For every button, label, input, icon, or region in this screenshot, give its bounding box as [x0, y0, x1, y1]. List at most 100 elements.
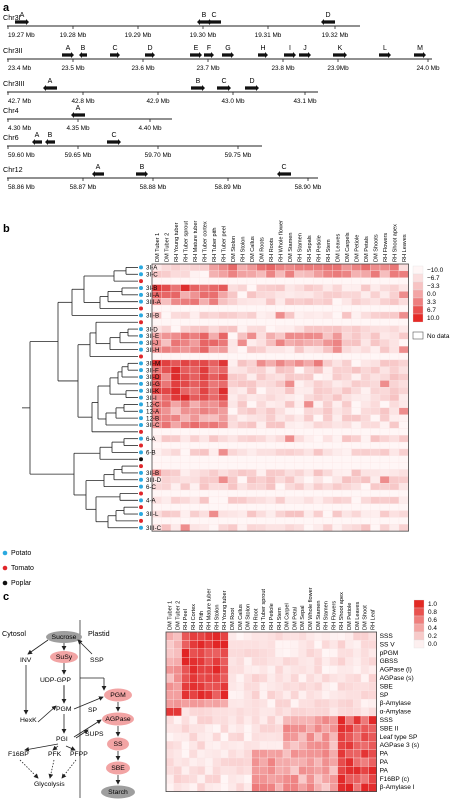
- heatmap-cell: [265, 373, 276, 381]
- udp-gpp-label: UDP-GPP: [40, 677, 71, 684]
- row-label: 3II-I: [146, 395, 157, 402]
- heatmap-cell: [313, 380, 324, 388]
- heatmap-cell: [353, 715, 362, 725]
- row-label: SSS: [380, 633, 394, 640]
- heatmap-cell: [398, 380, 409, 388]
- heatmap-cell: [256, 284, 267, 292]
- scale-label: 0.0: [428, 641, 437, 648]
- heatmap-cell: [204, 631, 213, 641]
- heatmap-cell: [303, 352, 314, 361]
- heatmap-cell: [228, 757, 237, 767]
- heatmap-cell: [275, 393, 286, 402]
- heatmap-cell: [379, 304, 390, 313]
- heatmap-cell: [389, 325, 400, 333]
- heatmap-cell: [284, 325, 295, 333]
- heatmap-cell: [189, 483, 200, 491]
- heatmap-cell: [237, 373, 248, 381]
- heatmap-cell: [181, 774, 190, 784]
- heatmap-cell: [306, 699, 315, 708]
- heatmap-cell: [313, 435, 324, 443]
- heatmap-cell: [398, 524, 409, 532]
- heatmap-cell: [251, 640, 260, 649]
- heatmap-cell: [398, 291, 409, 299]
- heatmap-cell: [208, 469, 219, 477]
- heatmap-cell: [314, 657, 323, 666]
- heatmap-cell: [370, 325, 381, 333]
- heatmap-cell: [170, 332, 181, 340]
- heatmap-cell: [267, 715, 276, 725]
- heatmap-cell: [321, 665, 330, 675]
- heatmap-cell: [208, 339, 219, 347]
- heatmap-cell: [360, 270, 371, 278]
- chromosome-label: Chr12: [3, 165, 23, 174]
- heatmap-cell: [332, 393, 343, 402]
- heatmap-cell: [282, 741, 291, 750]
- heatmap-cell: [228, 631, 237, 641]
- heatmap-cell: [284, 346, 295, 354]
- heatmap-cell: [208, 441, 219, 450]
- heatmap-cell: [345, 715, 354, 725]
- heatmap-cell: [208, 496, 219, 504]
- row-label: α-Amylase: [380, 709, 412, 716]
- heatmap-cell: [290, 648, 299, 658]
- heatmap-cell: [256, 428, 267, 436]
- heatmap-cell: [303, 421, 314, 429]
- heatmap-cell: [265, 263, 276, 271]
- heatmap-cell: [379, 400, 390, 408]
- heatmap-cell: [370, 517, 381, 525]
- heatmap-cell: [197, 783, 206, 792]
- heatmap-cell: [360, 352, 371, 361]
- species-dot: [139, 505, 143, 510]
- heatmap-cell: [256, 448, 267, 456]
- scale-label: 10.0: [427, 315, 440, 322]
- gene-arrow: [197, 19, 211, 25]
- heatmap-cell: [341, 510, 352, 518]
- species-dot: [139, 457, 143, 462]
- heatmap-cell: [237, 346, 248, 354]
- heatmap-cell: [360, 489, 371, 498]
- row-label: 12-C: [146, 402, 160, 409]
- column-label: RH Shoot apex: [392, 224, 398, 262]
- heatmap-cell: [294, 277, 305, 285]
- heatmap-cell: [303, 304, 314, 313]
- tick-label: 4.40 Mb: [138, 125, 162, 132]
- heatmap-cell: [228, 741, 237, 750]
- heatmap-cell: [246, 332, 257, 340]
- heatmap-cell: [360, 631, 369, 641]
- heatmap-cell: [332, 524, 343, 532]
- heatmap-cell: [228, 673, 237, 683]
- heatmap-cell: [265, 332, 276, 340]
- heatmap-cell: [170, 469, 181, 477]
- heatmap-cell: [294, 359, 305, 367]
- heatmap-cell: [351, 373, 362, 381]
- row-label: 3II-M: [146, 361, 160, 368]
- scale-swatch: [412, 273, 424, 283]
- heatmap-cell: [314, 707, 323, 717]
- heatmap-cell: [303, 441, 314, 450]
- heatmap-cell: [170, 359, 181, 367]
- heatmap-cell: [379, 510, 390, 518]
- species-legend-dot: [2, 565, 8, 571]
- heatmap-cell: [197, 673, 206, 683]
- heatmap-cell: [329, 732, 338, 742]
- heatmap-cell: [313, 304, 324, 313]
- heatmap-cell: [379, 489, 390, 498]
- heatmap-cell: [360, 732, 369, 742]
- heatmap-cell: [243, 741, 252, 750]
- heatmap-cell: [189, 476, 200, 484]
- heatmap-cell: [180, 359, 191, 367]
- heatmap-cell: [353, 682, 362, 691]
- heatmap-cell: [275, 263, 286, 271]
- gene-arrow: [277, 171, 291, 177]
- heatmap-cell: [332, 298, 343, 306]
- heatmap-cell: [284, 441, 295, 450]
- heatmap-cell: [161, 435, 172, 443]
- heatmap-cell: [370, 380, 381, 388]
- heatmap-cell: [189, 699, 198, 708]
- heatmap-cell: [208, 524, 219, 532]
- heatmap-cell: [306, 741, 315, 750]
- heatmap-cell: [189, 524, 200, 532]
- heatmap-cell: [321, 699, 330, 708]
- heatmap-cell: [370, 332, 381, 340]
- column-label: RH Stem: [277, 607, 283, 630]
